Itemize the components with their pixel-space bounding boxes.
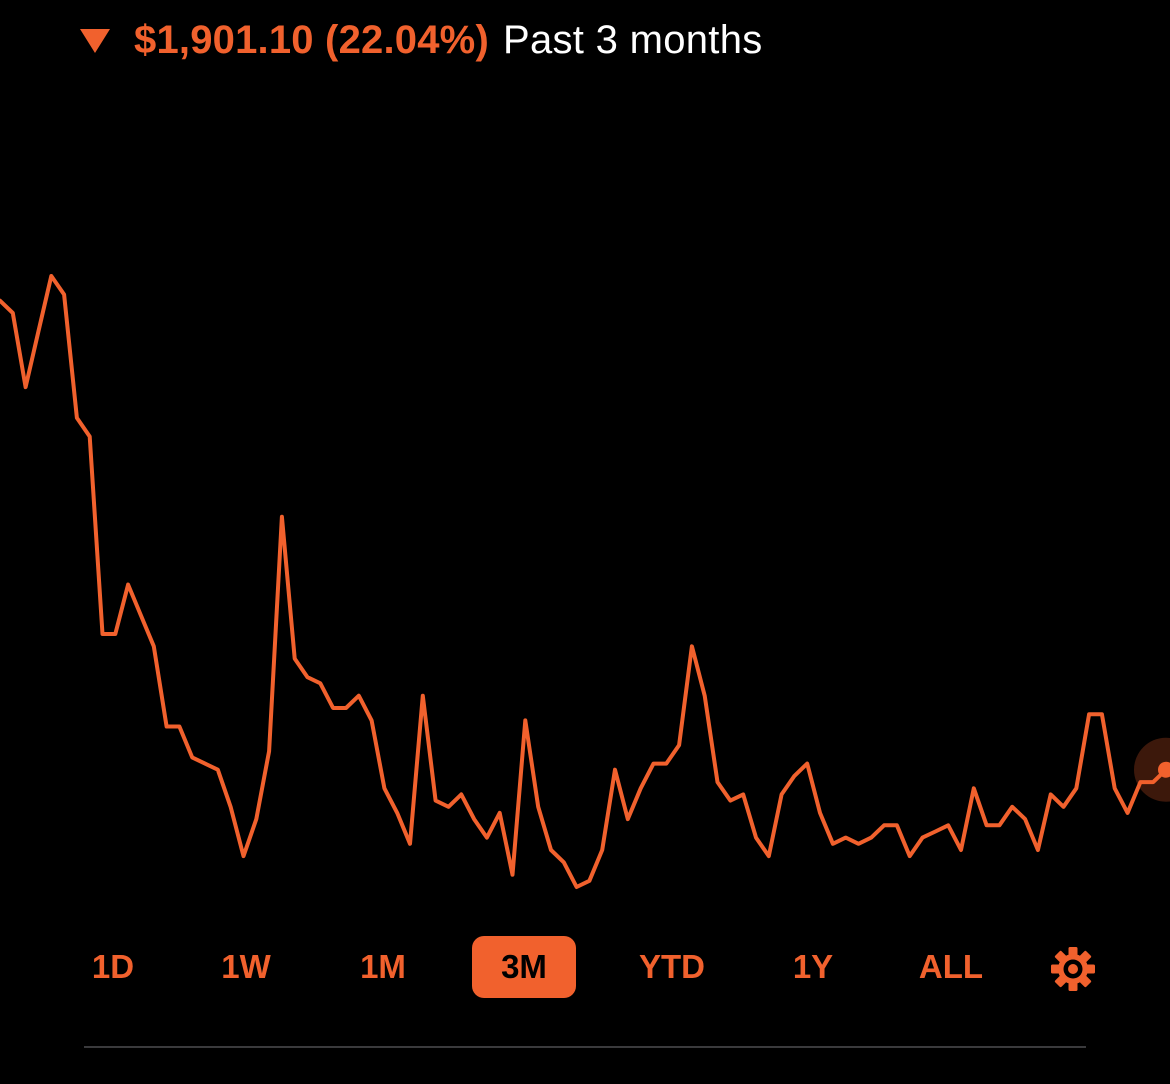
price-change-header: $1,901.10 (22.04%) Past 3 months xyxy=(80,12,763,68)
range-button-ytd[interactable]: YTD xyxy=(639,948,705,985)
price-line xyxy=(0,274,1168,889)
price-change-period: Past 3 months xyxy=(502,17,763,62)
time-range-selector: 1D 1W 1M 3M YTD 1Y ALL xyxy=(0,936,1170,1000)
range-button-1y[interactable]: 1Y xyxy=(792,948,834,985)
current-point-marker xyxy=(1158,761,1170,778)
range-button-1w[interactable]: 1W xyxy=(221,948,271,985)
price-change-amount: $1,901.10 (22.04%) xyxy=(134,17,489,62)
range-button-1d[interactable]: 1D xyxy=(91,948,135,985)
gear-icon[interactable] xyxy=(1050,946,1096,992)
bottom-divider xyxy=(84,1046,1086,1048)
triangle-down-icon xyxy=(80,29,110,53)
current-point-halo xyxy=(1134,737,1170,802)
range-button-all[interactable]: ALL xyxy=(918,948,984,985)
range-button-1m[interactable]: 1M xyxy=(360,948,406,985)
price-line-chart[interactable] xyxy=(0,0,1170,930)
range-button-3m[interactable]: 3M xyxy=(472,936,576,998)
